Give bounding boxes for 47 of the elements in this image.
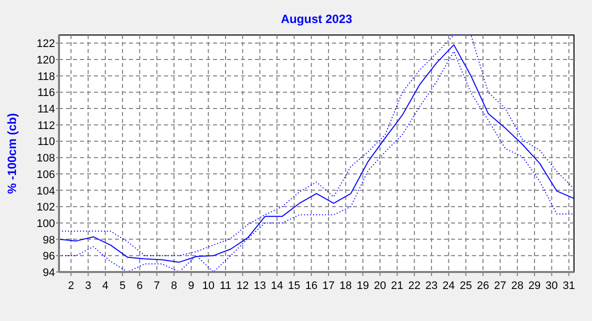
x-tick-label: 25 — [460, 280, 472, 292]
x-tick-label: 21 — [391, 280, 404, 292]
x-tick-label: 15 — [288, 280, 300, 292]
y-tick-label: 122 — [36, 38, 55, 50]
x-tick-label: 16 — [305, 280, 318, 292]
x-tick-label: 29 — [528, 280, 541, 292]
y-axis-title: % -100cm (cb) — [5, 113, 19, 194]
x-tick-label: 19 — [356, 280, 369, 292]
x-tick-label: 31 — [562, 280, 575, 292]
x-tick-label: 5 — [119, 280, 126, 292]
y-tick-label: 116 — [37, 87, 55, 100]
x-tick-label: 28 — [511, 280, 524, 292]
y-tick-label: 106 — [36, 168, 55, 181]
x-tick-label: 4 — [102, 280, 108, 292]
y-tick-label: 104 — [36, 185, 55, 198]
chart-title: August 2023 — [280, 12, 352, 26]
x-tick-label: 27 — [494, 280, 506, 292]
x-tick-label: 8 — [170, 280, 178, 292]
y-tick-label: 110 — [37, 136, 55, 148]
x-tick-label: 10 — [202, 280, 214, 292]
x-tick-label: 30 — [546, 280, 558, 292]
x-tick-label: 24 — [442, 280, 455, 292]
y-tick-label: 100 — [36, 218, 55, 230]
x-tick-label: 17 — [322, 280, 335, 292]
x-tick-label: 12 — [236, 280, 249, 292]
x-tick-label: 2 — [68, 280, 74, 292]
y-tick-label: 112 — [37, 120, 55, 132]
x-tick-label: 3 — [85, 280, 92, 292]
x-tick-label: 22 — [408, 280, 420, 292]
x-tick-label: 14 — [270, 280, 284, 292]
x-tick-label: 13 — [254, 280, 266, 292]
x-tick-label: 18 — [340, 280, 352, 292]
y-tick-label: 118 — [37, 70, 55, 83]
x-tick-label: 11 — [220, 280, 232, 292]
y-tick-label: 96 — [42, 250, 55, 263]
y-tick-label: 102 — [36, 202, 55, 214]
x-tick-label: 6 — [136, 280, 143, 292]
x-tick-label: 26 — [476, 280, 490, 292]
x-tick-label: 7 — [154, 280, 160, 292]
y-tick-label: 114 — [37, 104, 55, 116]
x-tick-label: 9 — [188, 280, 194, 292]
x-tick-label: 23 — [425, 280, 438, 292]
x-tick-label: 20 — [374, 280, 386, 292]
y-tick-label: 120 — [36, 54, 55, 67]
y-tick-label: 108 — [36, 152, 55, 165]
y-tick-label: 98 — [42, 234, 55, 246]
y-tick-label: 94 — [42, 267, 55, 279]
